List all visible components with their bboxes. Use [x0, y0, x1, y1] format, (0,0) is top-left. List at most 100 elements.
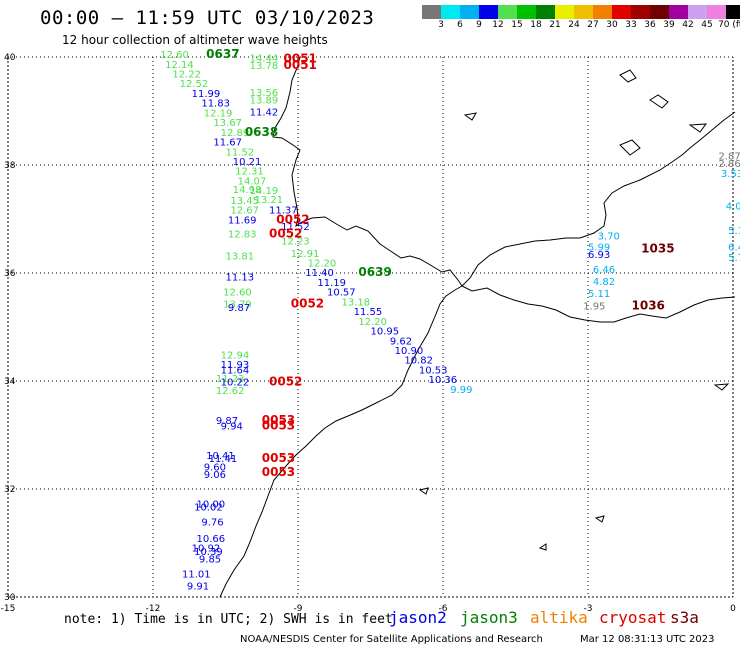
legend-swatch — [422, 5, 441, 19]
wave-height-label: 12.20 — [308, 259, 337, 270]
wave-height-label: 12.23 — [281, 236, 310, 247]
wave-height-label: 5.99 — [588, 242, 610, 253]
island-6 — [713, 383, 730, 391]
wave-height-label: 11.41 — [209, 454, 238, 465]
wave-height-label: 6.93 — [588, 250, 610, 261]
wave-height-label: 10.21 — [233, 157, 262, 168]
wave-height-label: 10.82 — [404, 356, 433, 367]
legend-swatch — [726, 5, 740, 19]
wave-height-label: 12.60 — [223, 288, 252, 299]
wave-height-label: 2.87 — [719, 152, 740, 163]
legend-swatch — [441, 5, 460, 19]
wave-height-label: 9.60 — [204, 463, 226, 474]
wave-height-label: 3.70 — [598, 232, 620, 243]
wave-height-label: 10.66 — [197, 534, 226, 545]
wave-height-label: 12.89 — [221, 128, 250, 139]
wave-height-label: 10.90 — [395, 346, 424, 357]
legend-label: 30 — [606, 20, 618, 30]
coastline-iberia-west — [272, 56, 463, 287]
wave-height-label: 10.92 — [192, 544, 221, 555]
legend-label: 15 — [511, 20, 523, 30]
wave-height-label: 12.31 — [235, 167, 264, 178]
axis-tick-labels: -15 -12 -9 -6 -3 0 40 38 36 34 32 30 — [1, 53, 736, 614]
coastline — [219, 56, 736, 598]
wave-height-label: 11.69 — [228, 215, 257, 226]
footer-note: note: 1) Time is in UTC; 2) SWH is in fe… — [64, 612, 393, 627]
wave-height-label: 1.95 — [583, 302, 605, 313]
wave-height-label: 5.7 — [728, 253, 740, 264]
wave-height-label: 3.53 — [721, 169, 740, 180]
coastline-africa — [219, 285, 463, 598]
wave-height-label: 10.00 — [197, 499, 226, 510]
satellite-jason3: jason3 — [460, 608, 518, 627]
pass-time-label: 0052 — [269, 226, 302, 240]
wave-height-label: 4.0 — [726, 201, 740, 212]
wave-height-label: 12.20 — [358, 317, 387, 328]
wave-height-label: 12.62 — [216, 386, 245, 397]
wave-height-label: 11.67 — [213, 138, 242, 149]
satellite-altika: altika — [530, 608, 588, 627]
wave-height-label: 9.87 — [228, 303, 250, 314]
pass-time-label: 0053 — [262, 451, 295, 465]
wave-height-label: 13.45 — [230, 196, 259, 207]
wave-height-label: 10.36 — [429, 375, 458, 386]
wave-height-label: 9.06 — [204, 470, 226, 481]
wave-height-label: 11.83 — [201, 99, 230, 110]
wave-height-label: 14.98 — [233, 185, 262, 196]
legend-swatch — [517, 5, 536, 19]
pass-time-label: 0052 — [291, 297, 324, 311]
wave-height-label: 9.62 — [390, 336, 412, 347]
color-scale-legend — [422, 5, 740, 19]
island-3 — [463, 112, 477, 121]
wave-height-label: 14.19 — [250, 186, 279, 197]
wave-height-label: 12.52 — [180, 79, 209, 90]
wave-height-label: 14.07 — [238, 176, 267, 187]
wave-height-label: 5.1 — [728, 226, 740, 237]
legend-swatch — [498, 5, 517, 19]
legend-swatch — [707, 5, 726, 19]
legend-label: 12 — [492, 20, 504, 30]
wave-height-label: 10.22 — [221, 377, 250, 388]
legend-label: 33 — [625, 20, 637, 30]
wave-height-label: 13.56 — [250, 88, 279, 99]
wave-height-observations: 12.60 063712.1412.2212.5211.9911.8312.191… — [160, 47, 740, 592]
legend-label: 6 — [457, 20, 463, 30]
pass-time-label: 0053 — [262, 413, 295, 427]
wave-height-label: 9.94 — [221, 422, 243, 433]
wave-height-label: 10.41 — [206, 451, 235, 462]
lat-lon-grid — [7, 56, 734, 598]
wave-height-label: 13.67 — [213, 118, 242, 129]
wave-height-label: 9.85 — [199, 554, 221, 565]
legend-swatch — [612, 5, 631, 19]
island-9 — [538, 543, 547, 551]
wave-height-label: 6.46 — [593, 265, 615, 276]
legend-swatch — [479, 5, 498, 19]
lat-tick-label: 36 — [4, 269, 16, 279]
wave-height-label: 12.94 — [221, 350, 250, 361]
wave-height-label: 10.95 — [371, 327, 400, 338]
wave-height-label: 6.4 — [728, 242, 740, 253]
wave-height-label: 11.23 — [216, 374, 245, 385]
wave-height-label: 11.99 — [192, 89, 221, 100]
legend-swatch — [688, 5, 707, 19]
wave-height-label: 11.37 — [269, 206, 298, 217]
legend-swatch — [650, 5, 669, 19]
pass-time-label: 0051 — [284, 51, 317, 65]
satellite-s3a: s3a — [670, 608, 699, 627]
wave-height-label: 12.83 — [228, 229, 257, 240]
wave-height-label: 10.53 — [419, 365, 448, 376]
wave-height-label: 13.21 — [255, 195, 284, 206]
island-8 — [594, 515, 605, 523]
legend-label: 21 — [549, 20, 561, 30]
wave-height-label: 12.22 — [172, 70, 201, 81]
wave-height-label: 11.93 — [221, 360, 250, 371]
wave-height-label: 11.19 — [317, 278, 346, 289]
coastline-africa-north — [461, 285, 736, 323]
coastline-iberia-south — [461, 111, 736, 287]
map-subtitle: 12 hour collection of altimeter wave hei… — [62, 33, 328, 47]
pass-time-label: 0639 — [358, 265, 391, 279]
wave-height-label: 11.42 — [250, 107, 279, 118]
lon-tick-label: -12 — [146, 604, 161, 614]
legend-swatch — [669, 5, 688, 19]
